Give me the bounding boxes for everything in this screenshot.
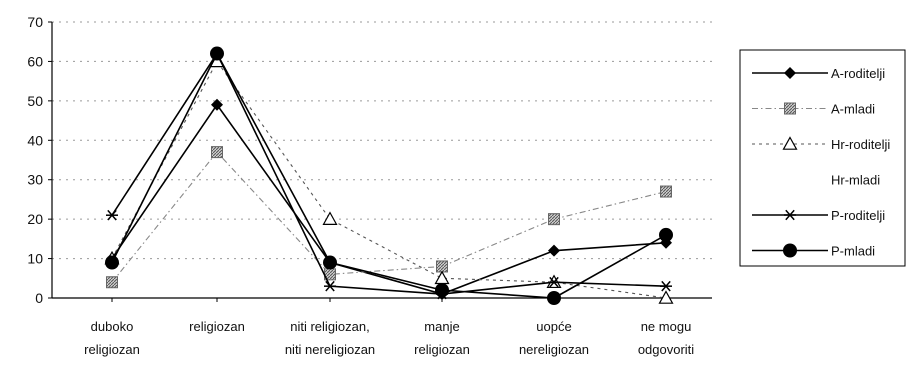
y-tick-label: 20 [27, 211, 43, 227]
data-point-hr-roditelji [658, 290, 674, 304]
data-point-p-roditelji [548, 276, 560, 288]
x-tick-label: religiozan [189, 319, 245, 334]
data-point-a-roditelji [211, 98, 223, 111]
series-line-a-mladi [111, 151, 667, 283]
legend-label-p-roditelji: P-roditelji [831, 208, 885, 223]
legend-label-p-mladi: P-mladi [831, 244, 875, 259]
y-tick-label: 60 [27, 53, 43, 69]
y-tick-label: 30 [27, 172, 43, 188]
legend-label-a-roditelji: A-roditelji [831, 66, 885, 81]
data-point-p-mladi [659, 227, 673, 242]
series-line-p-mladi [111, 51, 667, 299]
data-point-a-mladi [660, 185, 672, 198]
y-tick-label: 50 [27, 93, 43, 109]
data-point-a-roditelji [548, 244, 560, 257]
x-tick-label: uopće nereligiozan [519, 319, 589, 357]
series-line-a-roditelji [111, 103, 667, 295]
data-point-a-mladi [211, 146, 223, 159]
data-point-p-mladi [105, 255, 119, 270]
data-point-a-mladi [548, 213, 560, 226]
y-tick-label: 70 [27, 14, 43, 30]
data-point-p-mladi [547, 291, 561, 305]
data-point-hr-roditelji [434, 270, 450, 285]
legend-label-hr-mladi: Hr-mladi [831, 173, 880, 188]
legend-marker-a-roditelji [784, 67, 796, 79]
data-point-p-roditelji [660, 280, 672, 292]
data-point-a-mladi [436, 260, 448, 273]
x-tick-label: manje religiozan [414, 319, 470, 357]
x-tick-label: niti religiozan, niti nereligiozan [285, 319, 375, 357]
legend-label-hr-roditelji: Hr-roditelji [831, 137, 890, 152]
y-tick-label: 10 [27, 251, 43, 267]
data-point-p-mladi [435, 283, 449, 298]
legend-marker-hr-roditelji [782, 136, 798, 150]
legend-marker-a-mladi [784, 102, 796, 115]
data-point-p-roditelji [324, 280, 336, 292]
data-point-a-mladi [106, 276, 118, 289]
series-line-hr-roditelji [111, 60, 667, 299]
y-tick-label: 0 [35, 290, 43, 306]
x-tick-label: duboko religiozan [84, 319, 140, 357]
legend-marker-p-mladi [783, 243, 797, 258]
data-point-hr-roditelji [322, 211, 338, 225]
legend [739, 49, 906, 267]
data-point-p-mladi [210, 46, 224, 61]
series-line-p-roditelji [111, 51, 667, 295]
legend-label-a-mladi: A-mladi [831, 102, 875, 117]
data-point-p-roditelji [106, 209, 118, 221]
legend-marker-p-roditelji [784, 209, 796, 221]
x-tick-label: ne mogu odgovoriti [638, 319, 694, 357]
y-tick-label: 40 [27, 132, 43, 148]
data-point-p-mladi [323, 255, 337, 270]
